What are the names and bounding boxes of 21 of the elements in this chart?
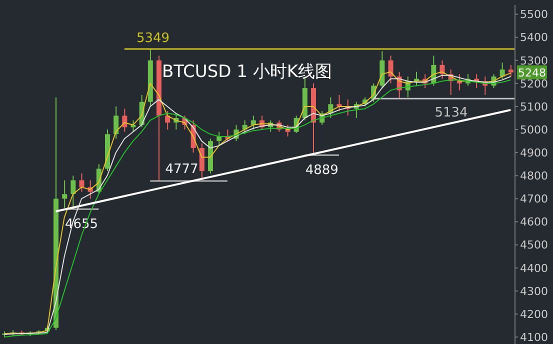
- y-tick-label: 5400: [520, 31, 548, 44]
- y-tick-label: 4200: [520, 308, 548, 321]
- annotation: 4777: [165, 162, 198, 177]
- y-tick-label: 5200: [520, 77, 548, 90]
- text: BTCUSD 1 小时K线图: [162, 61, 332, 83]
- annotation: 4889: [305, 163, 338, 178]
- y-tick-label: 5000: [520, 123, 548, 136]
- annotation: 5248: [518, 66, 546, 80]
- y-tick-label: 4800: [520, 170, 548, 183]
- y-tick-label: 5500: [520, 8, 548, 22]
- y-tick-label: 4700: [520, 192, 548, 206]
- ref-line-label: 5349: [136, 31, 170, 46]
- y-tick-label: 5100: [520, 100, 548, 114]
- y-tick-label: 4500: [520, 238, 548, 252]
- ref-line-label: 5134: [434, 106, 468, 121]
- y-tick-label: 4300: [520, 284, 548, 298]
- y-tick-label: 4400: [520, 262, 548, 275]
- y-tick-label: 4100: [520, 330, 548, 344]
- y-tick-label: 5300: [520, 54, 548, 68]
- y-tick-label: 4600: [520, 216, 548, 229]
- y-tick-label: 4900: [520, 146, 548, 160]
